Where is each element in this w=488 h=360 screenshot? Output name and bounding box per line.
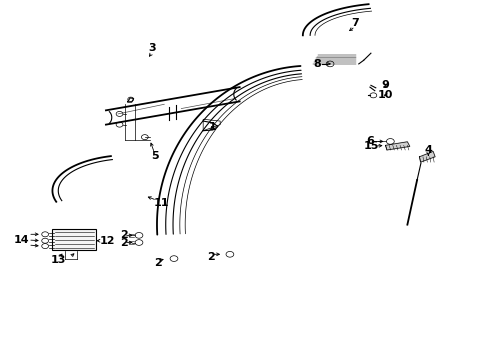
Text: 1: 1: [208, 122, 216, 132]
Text: 13: 13: [51, 255, 66, 265]
Polygon shape: [385, 142, 409, 150]
Text: 15: 15: [363, 141, 378, 151]
Text: 3: 3: [148, 43, 156, 53]
Text: 12: 12: [100, 236, 115, 246]
Text: 8: 8: [313, 59, 321, 69]
Text: 6: 6: [365, 136, 373, 147]
Polygon shape: [419, 152, 434, 162]
Text: 11: 11: [154, 198, 169, 207]
Text: 9: 9: [381, 80, 388, 90]
Text: 4: 4: [424, 145, 431, 155]
Text: 2: 2: [120, 238, 127, 248]
Text: 2: 2: [120, 230, 127, 240]
Text: 5: 5: [150, 151, 158, 161]
Text: 7: 7: [351, 18, 359, 28]
Text: 2: 2: [207, 252, 215, 262]
Text: 14: 14: [14, 235, 30, 245]
Text: 10: 10: [377, 90, 392, 100]
Text: 2: 2: [154, 258, 162, 268]
Bar: [52, 229, 96, 250]
